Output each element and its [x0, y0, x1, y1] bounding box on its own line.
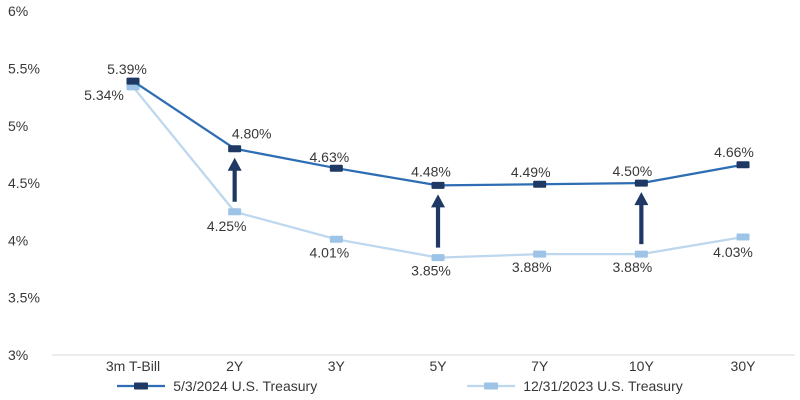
increase-arrow-shaft: [435, 205, 441, 248]
plot-area: 6% 5.5% 5% 4.5% 4% 3.5% 3% 3m T-Bill 2Y 3Y 5Y 7Y 10Y…: [8, 3, 795, 373]
increase-arrow-head-icon: [431, 194, 446, 208]
data-point-marker: [126, 83, 140, 91]
data-point-marker: [736, 233, 750, 241]
data-point-label: 4.66%: [714, 144, 754, 160]
data-point-label: 4.01%: [309, 244, 349, 260]
data-point-label: 4.49%: [511, 164, 551, 180]
data-point-marker: [634, 179, 648, 187]
y-tick-label: 4.5%: [8, 175, 40, 191]
data-point-marker: [736, 161, 750, 169]
x-tick-label: 2Y: [226, 358, 244, 373]
data-point-marker: [329, 235, 343, 243]
data-point-label: 4.80%: [232, 126, 272, 142]
y-tick-label: 5%: [8, 118, 28, 134]
legend-line-marker-2024-icon: [117, 382, 166, 390]
y-tick-label: 4%: [8, 232, 28, 248]
y-tick-label: 3.5%: [8, 290, 40, 306]
data-point-marker: [634, 250, 648, 258]
legend-line-marker-2023-icon: [467, 382, 516, 390]
data-point-label: 4.48%: [411, 163, 451, 179]
data-point-label: 4.25%: [207, 218, 247, 234]
increase-arrow-head-icon: [634, 192, 649, 206]
y-tick-label: 3%: [8, 347, 28, 363]
x-tick-label: 10Y: [629, 358, 655, 373]
data-point-marker: [533, 180, 547, 188]
x-tick-label: 5Y: [429, 358, 447, 373]
legend-label-2024: 5/3/2024 U.S. Treasury: [173, 378, 318, 394]
data-point-label: 5.39%: [107, 61, 147, 77]
x-tick-label: 3m T-Bill: [106, 358, 160, 373]
data-point-label: 3.88%: [612, 259, 652, 275]
x-tick-label: 3Y: [328, 358, 346, 373]
increase-arrow-shaft: [639, 203, 644, 245]
data-point-marker: [329, 164, 343, 172]
data-point-label: 4.50%: [612, 163, 652, 179]
data-point-label: 3.85%: [411, 263, 451, 279]
data-point-marker: [228, 208, 242, 216]
data-point-label: 5.34%: [84, 87, 124, 103]
increase-arrow-head-icon: [227, 157, 242, 171]
x-tick-label: 30Y: [731, 358, 757, 373]
data-point-marker: [533, 250, 547, 258]
increase-arrow-shaft: [232, 168, 237, 202]
legend-item-2024: 5/3/2024 U.S. Treasury: [117, 378, 317, 394]
legend-sample-marker: [484, 382, 499, 390]
chart-legend: 5/3/2024 U.S. Treasury 12/31/2023 U.S. T…: [0, 373, 800, 399]
data-point-label: 4.63%: [309, 149, 349, 165]
data-point-label: 4.03%: [713, 244, 753, 260]
data-point-label: 3.88%: [512, 259, 552, 275]
y-tick-label: 5.5%: [8, 61, 40, 77]
legend-item-2023: 12/31/2023 U.S. Treasury: [467, 378, 683, 394]
x-tick-label: 7Y: [531, 358, 549, 373]
data-point-marker: [431, 254, 445, 262]
legend-label-2023: 12/31/2023 U.S. Treasury: [523, 378, 683, 394]
data-point-marker: [126, 77, 140, 85]
y-tick-label: 6%: [8, 3, 28, 19]
data-point-marker: [431, 181, 445, 189]
data-point-marker: [228, 145, 242, 153]
legend-sample-marker: [134, 382, 149, 390]
